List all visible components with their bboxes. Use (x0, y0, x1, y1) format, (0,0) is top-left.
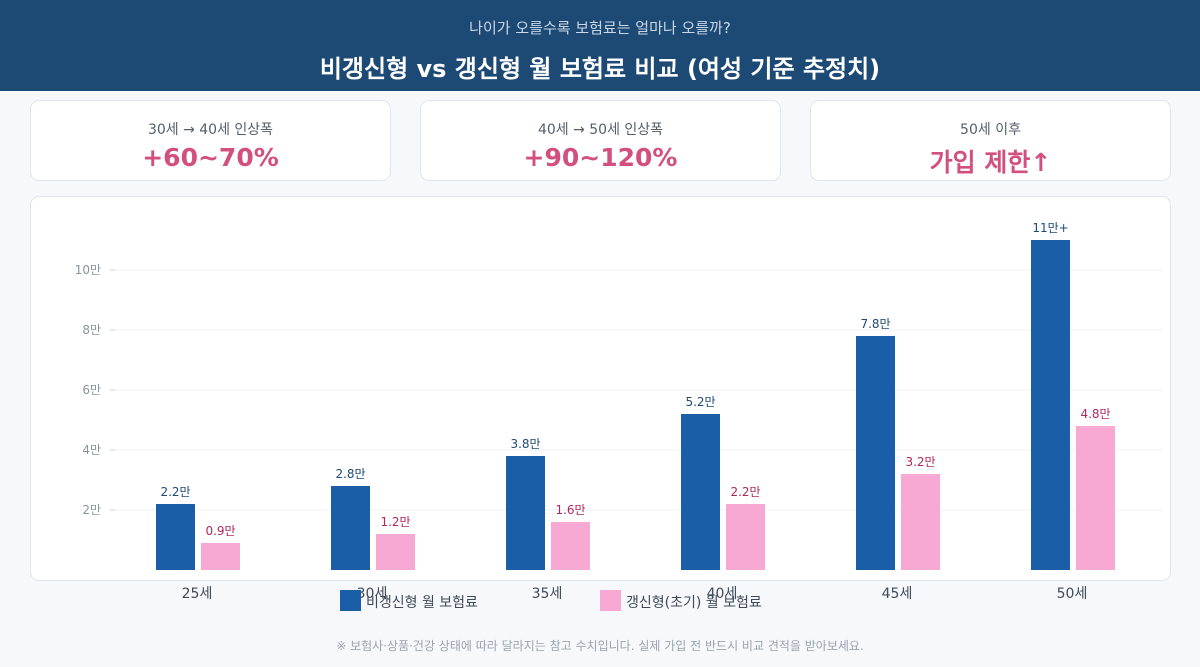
bar-value-label: 0.9만 (205, 524, 235, 538)
stat-card-40-50: 40세 → 50세 인상폭 +90~120% (420, 100, 781, 181)
legend-swatch (600, 590, 621, 611)
bar (551, 522, 590, 570)
y-tick-label: 2만 (82, 503, 101, 517)
stat-card-30-40: 30세 → 40세 인상폭 +60~70% (30, 100, 391, 181)
y-tick-label: 6만 (82, 383, 101, 397)
bar-value-label: 2.8만 (335, 467, 365, 481)
bar-value-label: 7.8만 (860, 317, 890, 331)
bar-value-label: 4.8만 (1080, 407, 1110, 421)
header-banner: 나이가 오를수록 보험료는 얼마나 오를까? 비갱신형 vs 갱신형 월 보험료… (0, 0, 1200, 91)
y-tick-label: 8만 (82, 323, 101, 337)
legend-label: 비갱신형 월 보험료 (366, 595, 478, 611)
stat-card-value: +60~70% (142, 143, 279, 172)
legend-swatch (340, 590, 361, 611)
y-tick-label: 4만 (82, 443, 101, 457)
footnote: ※ 보험사·상품·건강 상태에 따라 달라지는 참고 수치입니다. 실제 가입 … (336, 639, 864, 653)
header-title: 비갱신형 vs 갱신형 월 보험료 비교 (여성 기준 추정치) (319, 55, 881, 83)
stat-card-value: 가입 제한↑ (929, 148, 1052, 177)
bar-value-label: 2.2만 (730, 485, 760, 499)
bar-value-label: 11만+ (1032, 221, 1068, 235)
y-tick-label: 10만 (75, 263, 101, 277)
bar-chart: 2만 4만 6만 8만 10만 2.2만 0.9만 25세 2.8만 1.2만 30세 3.8만 1.6… (75, 221, 1162, 602)
bar (726, 504, 765, 570)
bar (376, 534, 415, 570)
bar-value-label: 5.2만 (685, 395, 715, 409)
stat-card-label: 40세 → 50세 인상폭 (537, 122, 664, 138)
x-tick-label: 50세 (1057, 586, 1088, 602)
stat-card-label: 30세 → 40세 인상폭 (147, 122, 274, 138)
legend-label: 갱신형(초기) 월 보험료 (626, 595, 762, 611)
chart-panel (30, 196, 1171, 581)
bar (506, 456, 545, 570)
x-tick-label: 35세 (532, 586, 563, 602)
bar (901, 474, 940, 570)
x-tick-label: 25세 (182, 586, 213, 602)
bar-value-label: 3.2만 (905, 455, 935, 469)
bar (156, 504, 195, 570)
stat-card-50-plus: 50세 이후 가입 제한↑ (810, 100, 1171, 181)
bar-value-label: 1.6만 (555, 503, 585, 517)
bar-value-label: 1.2만 (380, 515, 410, 529)
stat-card-label: 50세 이후 (960, 122, 1021, 138)
bar (331, 486, 370, 570)
bar (1031, 240, 1070, 570)
x-tick-label: 30세 (357, 586, 388, 602)
x-tick-label: 40세 (707, 586, 738, 602)
x-tick-label: 45세 (882, 586, 913, 602)
stat-card-value: +90~120% (523, 143, 678, 172)
bar (681, 414, 720, 570)
bar-value-label: 3.8만 (510, 437, 540, 451)
bar (856, 336, 895, 570)
header-subtitle: 나이가 오를수록 보험료는 얼마나 오를까? (469, 19, 731, 37)
bar (201, 543, 240, 570)
bar-value-label: 2.2만 (160, 485, 190, 499)
bar (1076, 426, 1115, 570)
